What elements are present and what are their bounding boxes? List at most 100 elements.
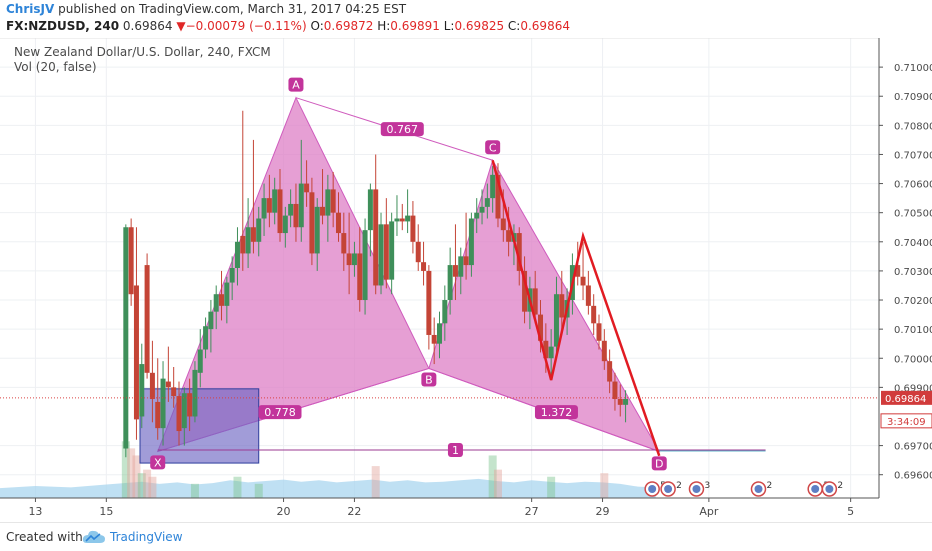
candle-body [346, 253, 352, 266]
ratio-label-bg [380, 122, 424, 137]
candle-body [373, 189, 379, 286]
author-link[interactable]: ChrisJV [6, 2, 55, 16]
volume-bar [190, 483, 199, 498]
close-label: C: [507, 19, 521, 33]
volume-bar [121, 441, 130, 498]
y-tick-label: 0.69600 [894, 471, 932, 482]
volume-bar [143, 469, 152, 498]
candle-body [383, 224, 389, 280]
candle-body [261, 198, 267, 219]
x-tick-label: 20 [277, 505, 291, 518]
candle-body [293, 203, 299, 228]
candle-body [591, 305, 597, 324]
volume-bar [148, 476, 157, 498]
candle-body [357, 253, 363, 301]
point-label-c-bg [485, 140, 501, 155]
candle-body [580, 276, 586, 286]
candle-body [245, 227, 251, 254]
candle-body [314, 206, 320, 254]
open-value: 0.69872 [323, 19, 374, 33]
y-tick-label: 0.70700 [894, 150, 932, 161]
candle-body [309, 192, 315, 254]
created-with-label: Created with [6, 530, 83, 544]
y-tick-label: 0.71000 [894, 63, 932, 74]
volume-bar [547, 476, 556, 498]
y-tick-label: 0.70900 [894, 92, 932, 103]
y-tick-label: 0.70600 [894, 180, 932, 191]
open-label: O: [310, 19, 324, 33]
candle-body [219, 294, 225, 306]
candle-body [543, 340, 549, 359]
candle-body [240, 235, 246, 254]
candle-body [335, 212, 341, 234]
candle-body [553, 294, 559, 347]
candle-body [224, 282, 230, 306]
candle-body [538, 314, 544, 341]
volume-bar [127, 448, 136, 498]
footer: Created with TradingView [0, 522, 932, 551]
volume-bar [254, 483, 263, 498]
candle-body [367, 189, 373, 231]
volume-area-shape [0, 478, 656, 498]
candle-body [139, 364, 145, 417]
candle-body [442, 300, 448, 324]
candle-body [330, 189, 336, 213]
candle-body [479, 206, 485, 213]
flag-icon-center [825, 485, 834, 493]
flag-icon-center [648, 485, 657, 493]
candle-body [234, 241, 240, 268]
close-value: 0.69864 [520, 19, 570, 33]
price-axis[interactable]: 0.71000 0.70900 0.70800 0.70700 0.70600 0.705… [878, 38, 932, 498]
chart-header: ChrisJV published on TradingView.com, Ma… [0, 0, 932, 38]
point-label-b-bg [421, 372, 437, 387]
x-tick-label: 22 [347, 505, 361, 518]
candle-body [192, 369, 198, 417]
symbol-label: FX:NZDUSD, 240 [6, 19, 120, 33]
y-tick-label: 0.70200 [894, 296, 932, 307]
event-count: 2 [837, 481, 843, 491]
point-label-x-bg [150, 455, 166, 470]
y-tick-label: 0.70400 [894, 238, 932, 249]
candle-body [421, 262, 427, 271]
candle-body [612, 381, 618, 400]
tradingview-brand[interactable]: TradingView [110, 530, 183, 544]
event-count: 3 [704, 481, 710, 491]
last-price-tag [881, 390, 932, 405]
candle-body [250, 227, 256, 242]
candle-body [320, 206, 326, 216]
event-count: 2 [766, 481, 772, 491]
harmonic-pattern[interactable] [156, 96, 661, 453]
volume-bar [137, 473, 146, 498]
candle-body [181, 393, 187, 429]
x-tick-label: 5 [847, 505, 854, 518]
flag-icon-center [664, 485, 673, 493]
candle-body [468, 218, 474, 266]
tradingview-cloud-icon [82, 530, 105, 543]
candle-body [596, 323, 602, 341]
point-label-a-bg [288, 77, 304, 92]
y-tick-label: 0.70100 [894, 325, 932, 336]
abcd-pattern[interactable] [491, 159, 661, 457]
x-tick-label: 27 [525, 505, 539, 518]
candle-body [165, 381, 171, 388]
level-label-bg [447, 442, 463, 457]
point-label-d: D [655, 457, 663, 470]
candle-body [405, 215, 411, 222]
volume-bar [488, 455, 497, 498]
candle-body [516, 233, 522, 271]
candle-body [495, 174, 501, 219]
candle-body [447, 265, 453, 301]
countdown-tag-label: 3:34:09 [887, 417, 926, 428]
ratio-label-bg [534, 405, 578, 420]
candle-body [522, 270, 528, 312]
candle-body [144, 265, 150, 373]
candle-body [623, 399, 629, 405]
candle-body [155, 401, 161, 429]
time-axis[interactable]: 13 15 20 22 27 29 Apr 5 [0, 497, 879, 518]
x-tick-label: 13 [28, 505, 42, 518]
point-label-c: C [489, 141, 497, 154]
flag-icon-center [754, 485, 763, 493]
y-tick-label: 0.70300 [894, 267, 932, 278]
candle-body [149, 372, 155, 400]
